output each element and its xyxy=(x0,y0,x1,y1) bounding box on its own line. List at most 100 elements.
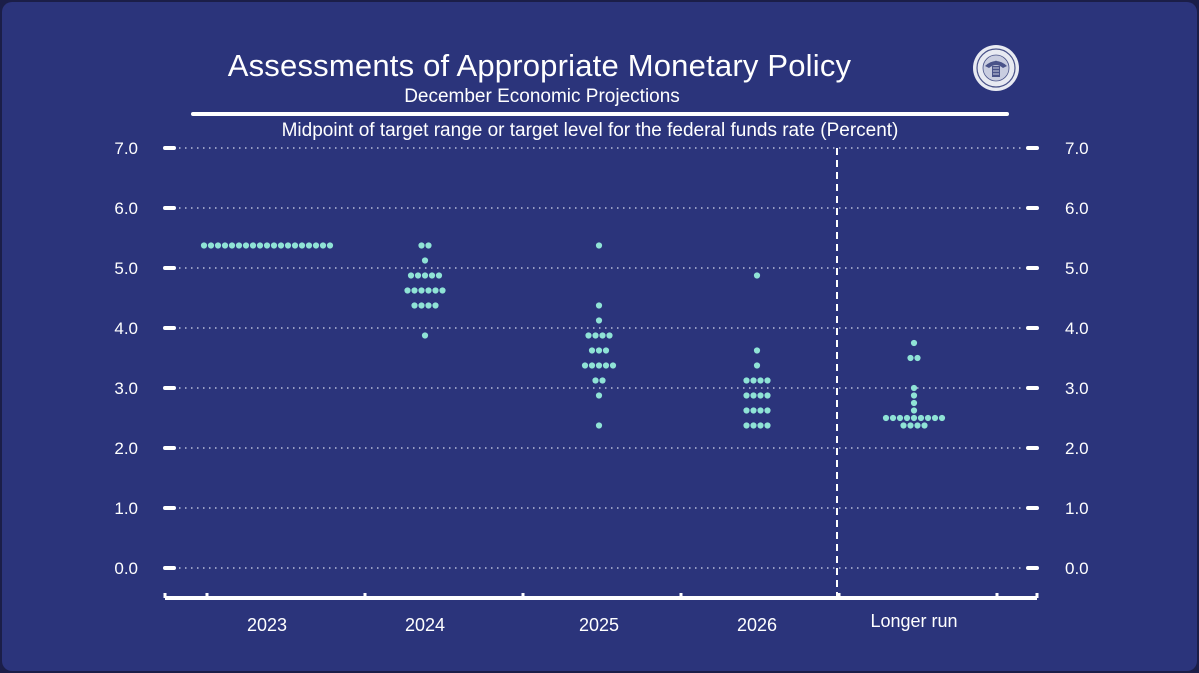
x-category-label: 2024 xyxy=(405,615,445,635)
participant-dot xyxy=(907,354,914,362)
participant-dot xyxy=(214,242,222,249)
participant-dot xyxy=(291,242,299,249)
participant-dot xyxy=(588,362,596,369)
participant-dot xyxy=(326,242,334,249)
participant-dot xyxy=(284,242,292,249)
participant-dot xyxy=(319,242,327,249)
y-tick-label-left: 1.0 xyxy=(114,499,138,518)
participant-dot xyxy=(581,362,589,369)
y-tick-label-right: 0.0 xyxy=(1065,559,1089,578)
participant-dot xyxy=(207,242,215,249)
y-tick-label-right: 3.0 xyxy=(1065,379,1089,398)
participant-dot xyxy=(750,422,757,429)
participant-dot xyxy=(595,422,603,429)
participant-dot xyxy=(200,242,208,249)
participant-dot xyxy=(595,242,603,249)
participant-dot xyxy=(592,377,599,384)
participant-dot xyxy=(743,377,750,384)
y-axis-label: Midpoint of target range or target level… xyxy=(281,120,899,141)
y-tick-label-left: 2.0 xyxy=(114,439,138,458)
participant-dot xyxy=(263,242,271,249)
y-tick-label-right: 1.0 xyxy=(1065,499,1089,518)
participant-dot xyxy=(421,272,429,279)
participant-dot xyxy=(595,302,603,309)
participant-dot xyxy=(910,414,918,422)
y-tick-label-left: 5.0 xyxy=(114,259,138,278)
participant-dot xyxy=(411,302,418,309)
participant-dot xyxy=(421,257,429,264)
participant-dot xyxy=(407,272,415,279)
participant-dot xyxy=(750,392,757,399)
participant-dot xyxy=(910,392,918,399)
participant-dot xyxy=(418,242,425,249)
participant-dot xyxy=(757,422,764,429)
participant-dot xyxy=(418,302,425,309)
y-tick-label-left: 7.0 xyxy=(114,139,138,158)
participant-dot xyxy=(432,302,439,309)
participant-dot xyxy=(910,407,918,414)
participant-dot xyxy=(599,332,606,339)
participant-dot xyxy=(588,347,596,354)
participant-dot xyxy=(425,242,432,249)
participant-dot xyxy=(896,414,904,422)
y-tick-label-right: 6.0 xyxy=(1065,199,1089,218)
participant-dot xyxy=(900,422,907,429)
participant-dot xyxy=(425,302,432,309)
y-tick-label-left: 4.0 xyxy=(114,319,138,338)
participant-dot xyxy=(404,287,411,294)
participant-dot xyxy=(914,422,921,429)
participant-dot xyxy=(585,332,592,339)
participant-dot xyxy=(411,287,418,294)
y-tick-label-left: 0.0 xyxy=(114,559,138,578)
participant-dot xyxy=(753,362,761,369)
participant-dot xyxy=(743,392,750,399)
participant-dot xyxy=(249,242,257,249)
participant-dot xyxy=(757,377,764,384)
participant-dot xyxy=(270,242,278,249)
participant-dot xyxy=(595,362,603,369)
participant-dot xyxy=(439,287,446,294)
y-tick-label-left: 6.0 xyxy=(114,199,138,218)
participant-dot xyxy=(606,332,613,339)
y-tick-label-left: 3.0 xyxy=(114,379,138,398)
participant-dot xyxy=(421,332,429,339)
participant-dot xyxy=(910,339,918,347)
participant-dot xyxy=(602,347,610,354)
chart-subtitle: December Economic Projections xyxy=(404,86,680,107)
participant-dot xyxy=(907,422,914,429)
participant-dot xyxy=(435,272,443,279)
participant-dot xyxy=(602,362,610,369)
participant-dot xyxy=(743,422,750,429)
participant-dot xyxy=(889,414,897,422)
participant-dot xyxy=(743,407,750,414)
participant-dot xyxy=(750,377,757,384)
participant-dot xyxy=(764,377,771,384)
participant-dot xyxy=(599,377,606,384)
participant-dot xyxy=(414,272,422,279)
participant-dot xyxy=(757,392,764,399)
x-category-label: 2023 xyxy=(247,615,287,635)
participant-dot xyxy=(256,242,264,249)
participant-dot xyxy=(921,422,928,429)
x-category-label: 2025 xyxy=(579,615,619,635)
participant-dot xyxy=(757,407,764,414)
participant-dot xyxy=(753,347,761,354)
x-category-label: Longer run xyxy=(870,611,957,631)
participant-dot xyxy=(764,407,771,414)
participant-dot xyxy=(914,354,921,362)
participant-dot xyxy=(312,242,320,249)
participant-dot xyxy=(882,414,890,422)
participant-dot xyxy=(938,414,946,422)
participant-dot xyxy=(753,272,761,279)
y-tick-label-right: 5.0 xyxy=(1065,259,1089,278)
participant-dot xyxy=(931,414,939,422)
chart-title: Assessments of Appropriate Monetary Poli… xyxy=(227,48,852,83)
participant-dot xyxy=(428,272,436,279)
participant-dot xyxy=(221,242,229,249)
participant-dot xyxy=(595,392,603,399)
participant-dot xyxy=(592,332,599,339)
participant-dot xyxy=(298,242,306,249)
participant-dot xyxy=(235,242,243,249)
